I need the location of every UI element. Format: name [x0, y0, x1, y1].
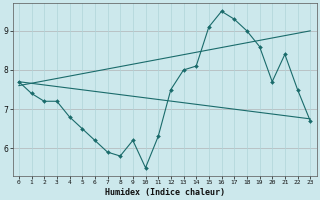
X-axis label: Humidex (Indice chaleur): Humidex (Indice chaleur) — [105, 188, 225, 197]
